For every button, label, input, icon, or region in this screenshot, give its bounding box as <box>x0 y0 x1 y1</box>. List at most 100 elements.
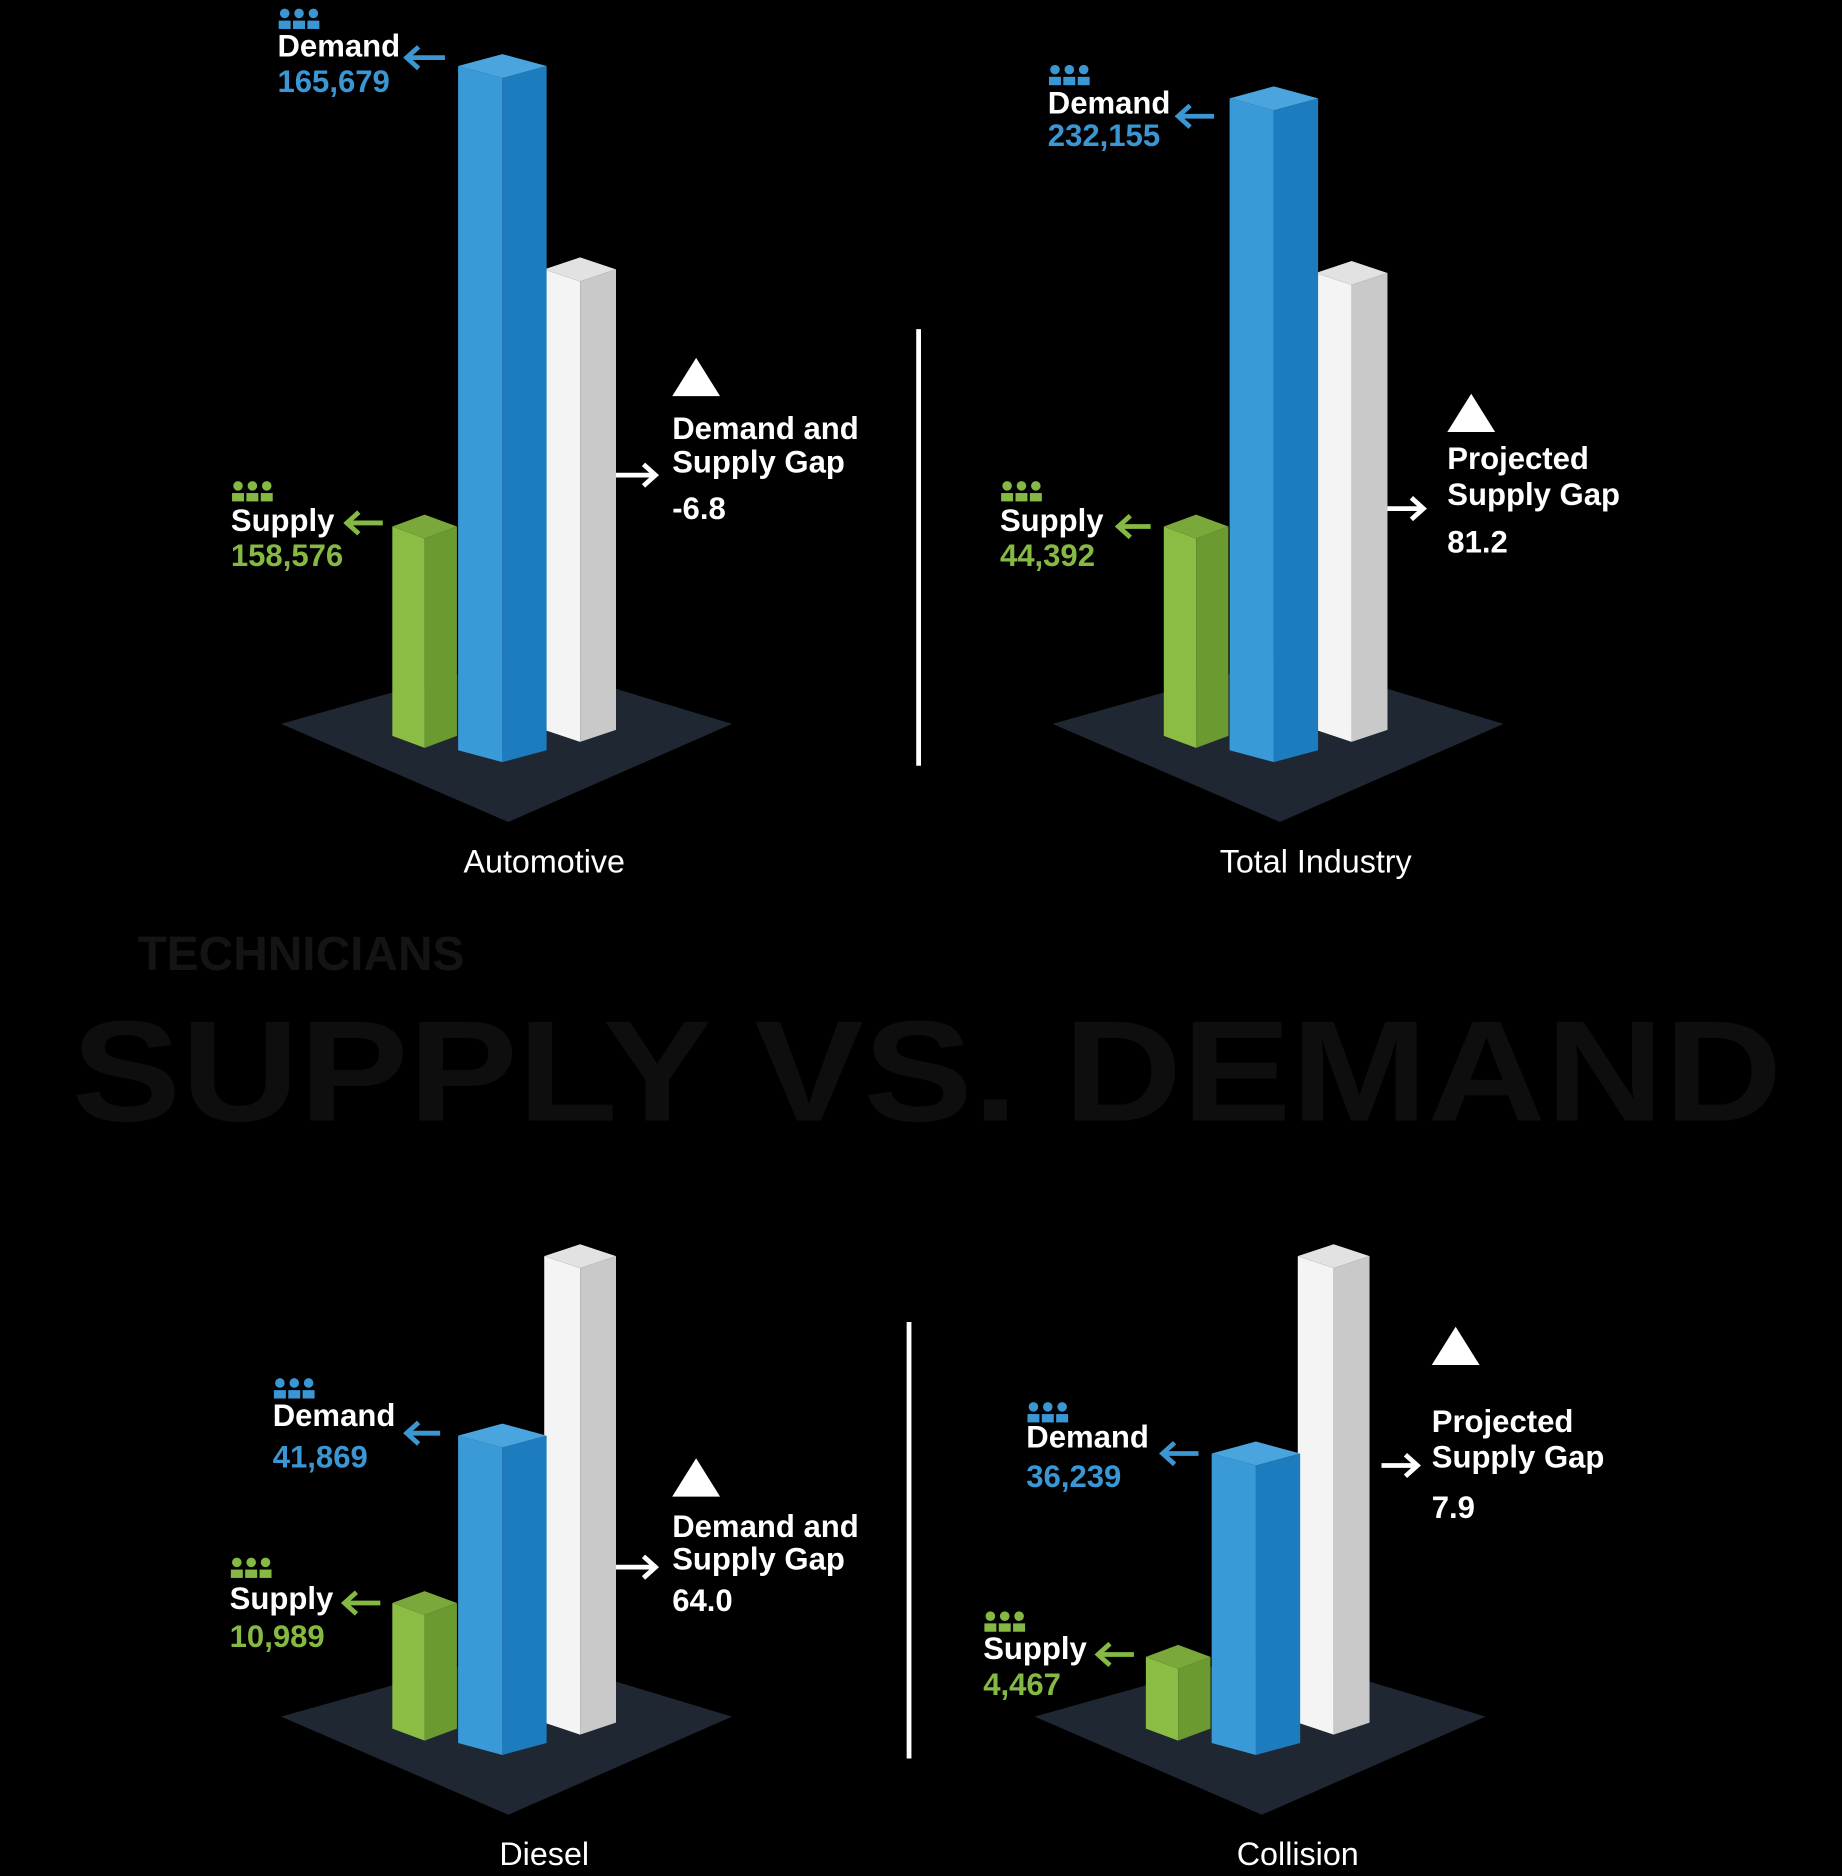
icon <box>246 493 259 502</box>
bar-face <box>544 269 581 742</box>
demand-label: Demand <box>273 1398 396 1433</box>
category: Automotive <box>463 843 625 879</box>
demand-value: 232,155 <box>1048 118 1160 153</box>
supply-value: 10,989 <box>230 1619 325 1654</box>
icon <box>1447 393 1496 433</box>
supply-value: 4,467 <box>983 1667 1061 1702</box>
gap-label: Supply Gap <box>1447 477 1620 512</box>
title: SUPPLY VS. DEMAND <box>72 992 1782 1152</box>
icon <box>302 1390 315 1399</box>
bar-face <box>424 1603 457 1741</box>
icon <box>261 481 272 491</box>
bar-face <box>1229 98 1274 763</box>
icon <box>259 1569 272 1578</box>
bar-top <box>1211 1441 1301 1466</box>
bar-face <box>458 66 503 763</box>
bar-face <box>392 1603 425 1741</box>
icon <box>279 8 290 19</box>
icon <box>1048 76 1061 86</box>
bar-face <box>424 526 457 748</box>
bar-top <box>1229 86 1319 111</box>
icon <box>1056 1414 1069 1423</box>
bar-face <box>1196 526 1229 748</box>
icon <box>1077 76 1090 86</box>
bar-face <box>1163 526 1197 748</box>
icon <box>1031 481 1041 491</box>
arrow <box>1174 103 1192 129</box>
icon <box>303 1378 314 1388</box>
demand-label: Demand <box>1048 86 1171 121</box>
icon <box>1016 481 1027 491</box>
supply-value: 158,576 <box>231 538 343 573</box>
demand-label: Demand <box>277 28 400 63</box>
arrow <box>1094 1641 1112 1668</box>
icon <box>1027 1414 1040 1423</box>
icon <box>246 1557 256 1568</box>
icon <box>288 1390 301 1399</box>
demand-value: 41,869 <box>273 1440 368 1475</box>
supply-label: Supply <box>1000 503 1104 538</box>
supply-label: Supply <box>231 503 335 538</box>
icon <box>308 8 319 19</box>
icon <box>1029 493 1042 502</box>
icon <box>247 481 258 491</box>
icon <box>1431 1326 1480 1366</box>
icon <box>260 493 273 502</box>
icon <box>1015 493 1028 502</box>
icon <box>307 20 320 29</box>
arrow <box>1403 1452 1421 1479</box>
icon <box>278 20 291 29</box>
bar-face <box>458 1435 503 1755</box>
icon <box>999 1611 1010 1621</box>
bar-top <box>544 1244 616 1269</box>
bar-face <box>392 526 425 748</box>
demand-label: Demand <box>1026 1419 1149 1454</box>
icon <box>1002 481 1012 491</box>
bar-face <box>1333 1256 1370 1735</box>
bar-top <box>392 1591 457 1615</box>
bar-face <box>544 1256 581 1735</box>
icon <box>984 1623 997 1632</box>
gap-label: Projected <box>1432 1404 1574 1439</box>
supply-value: 44,392 <box>1000 538 1095 573</box>
icon <box>672 1458 721 1497</box>
supply-label: Supply <box>983 1631 1087 1666</box>
icon <box>245 1569 258 1578</box>
category: Diesel <box>499 1836 589 1872</box>
gap-label: Projected <box>1447 441 1589 476</box>
icon <box>293 20 306 29</box>
category: Collision <box>1237 1836 1359 1872</box>
icon <box>232 493 245 502</box>
icon <box>230 1569 243 1578</box>
bar-face <box>1273 98 1319 763</box>
gap-label: Demand and <box>672 1509 859 1544</box>
arrow <box>641 1554 660 1580</box>
category: Total Industry <box>1220 843 1413 879</box>
bar-face <box>1351 272 1388 742</box>
gap-value: 64.0 <box>672 1583 733 1618</box>
icon <box>1001 493 1014 502</box>
icon <box>672 357 721 397</box>
gap-value: -6.8 <box>672 491 726 526</box>
gap-label: Supply Gap <box>672 445 845 480</box>
bar-top <box>544 257 616 282</box>
demand-value: 36,239 <box>1026 1459 1121 1494</box>
icon <box>1043 1402 1053 1412</box>
icon <box>273 1390 286 1399</box>
arrow <box>1114 513 1132 540</box>
icon <box>289 1378 300 1388</box>
bar-face <box>1145 1656 1179 1741</box>
bar-top <box>392 514 457 539</box>
bar-face <box>1178 1656 1211 1741</box>
icon <box>1078 64 1089 75</box>
icon <box>1014 1611 1024 1621</box>
icon <box>232 1557 242 1568</box>
bar-face <box>1211 1453 1256 1755</box>
arrow <box>343 510 361 536</box>
icon <box>1013 1623 1026 1632</box>
gap-label: Supply Gap <box>1432 1440 1605 1475</box>
bar-face <box>580 1256 616 1735</box>
icon <box>1050 64 1060 75</box>
icon <box>1063 76 1076 86</box>
arrow <box>1409 496 1427 522</box>
